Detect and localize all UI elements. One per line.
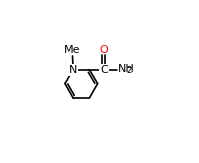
Text: 2: 2 bbox=[126, 66, 131, 75]
Text: O: O bbox=[100, 45, 108, 55]
Text: C: C bbox=[100, 65, 108, 75]
Text: N: N bbox=[69, 65, 77, 75]
Text: Me: Me bbox=[64, 45, 81, 55]
Text: NH: NH bbox=[118, 64, 134, 74]
